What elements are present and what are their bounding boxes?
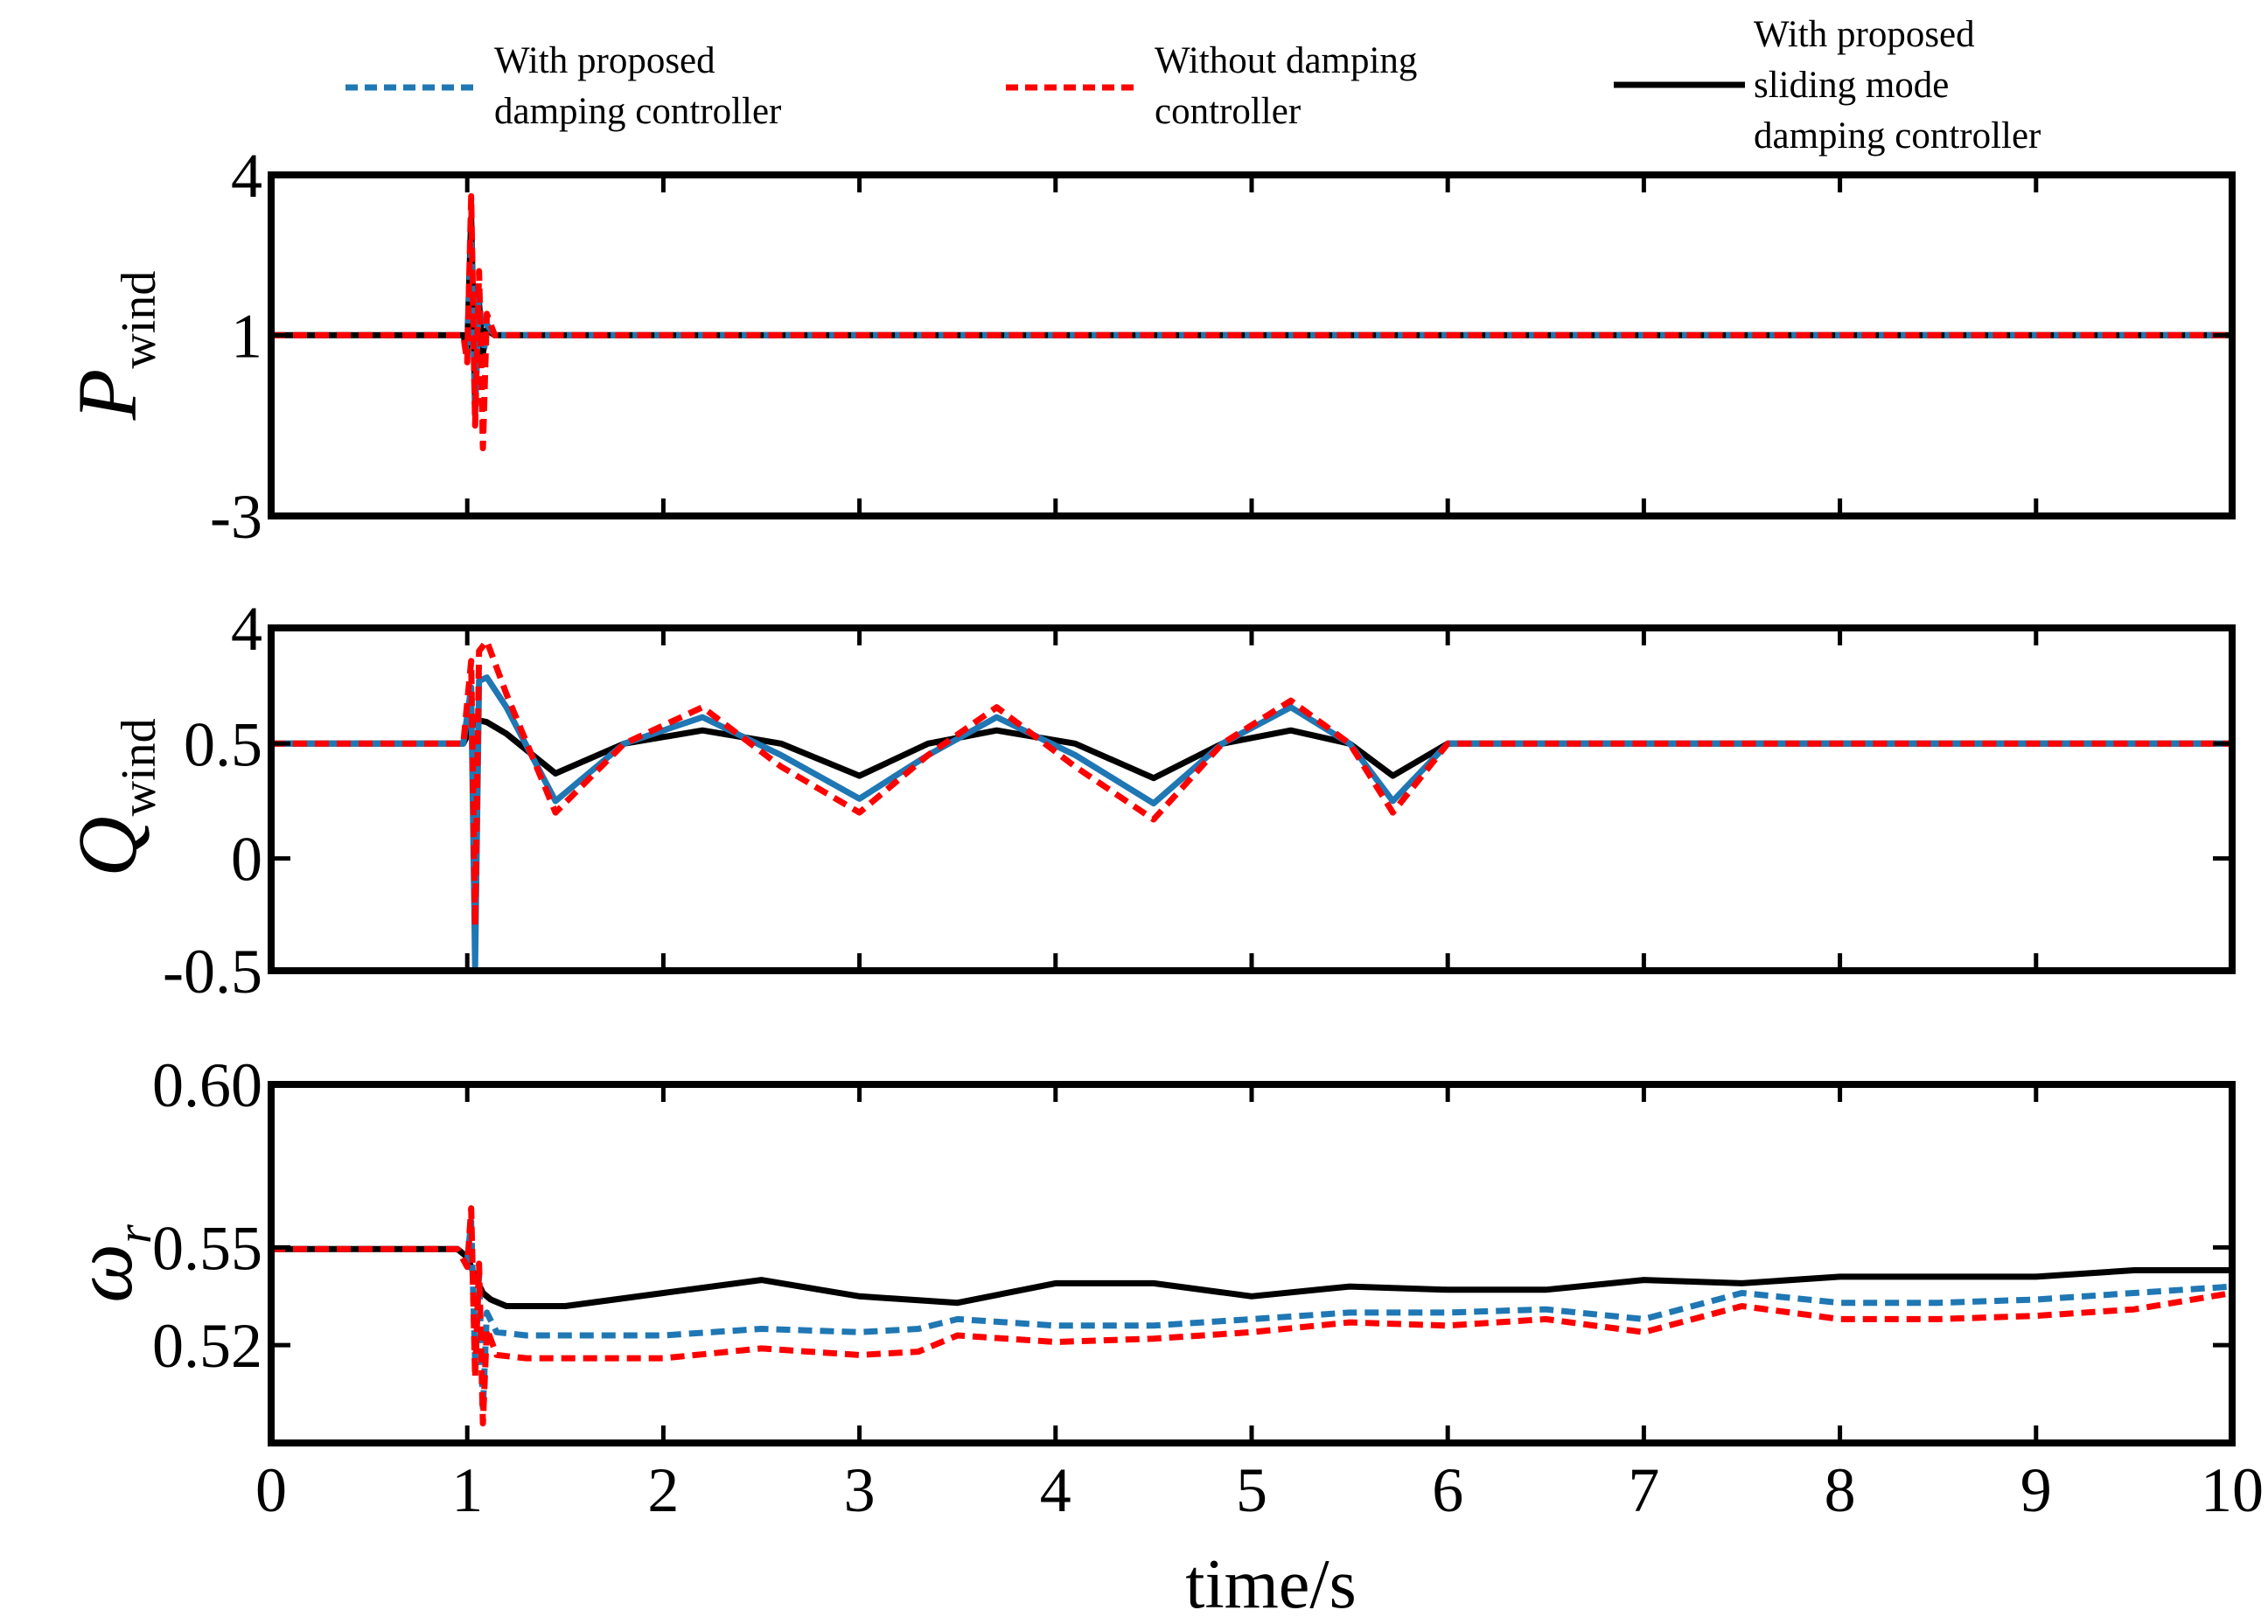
y-tick-label: 1 (231, 301, 262, 371)
x-tick-label: 0 (255, 1455, 287, 1525)
y-axis-label: Pwind (60, 271, 166, 422)
legend-label: With proposed (1754, 14, 1975, 55)
p-wind-panel: 4 1 -3 Pwind (60, 141, 2236, 552)
series-line-red (271, 192, 2232, 451)
x-tick-label: 10 (2201, 1455, 2264, 1525)
y-tick-label: -3 (210, 482, 262, 552)
series-line-red (271, 638, 2232, 930)
legend-label: damping controller (1754, 115, 2041, 157)
y-tick-label: 0.5 (184, 709, 262, 779)
y-tick-label: 0 (231, 825, 262, 895)
series-line-blue (271, 1218, 2232, 1414)
legend-entry: Without damping controller (1006, 40, 1417, 132)
legend-label: controller (1155, 91, 1301, 132)
series-line-red (271, 1205, 2232, 1427)
x-tick-label: 6 (1432, 1455, 1463, 1525)
y-tick-label: 0.55 (152, 1213, 262, 1283)
series-group (271, 1205, 2232, 1427)
y-axis-label-main: ω (56, 1244, 150, 1303)
legend-label: Without damping (1155, 40, 1417, 81)
series-group (271, 192, 2232, 451)
x-tick-label: 7 (1628, 1455, 1659, 1525)
y-tick-label: 4 (231, 594, 262, 664)
x-tick-label: 2 (647, 1455, 679, 1525)
y-tick-label: 0.52 (152, 1311, 262, 1381)
x-tick-label: 8 (1825, 1455, 1856, 1525)
series-line-black (271, 717, 2232, 782)
y-axis-label: ωr (56, 1224, 162, 1303)
x-axis-label: time/s (1185, 1546, 1357, 1623)
x-axis: 0 1 2 3 4 5 6 7 8 9 10 (255, 1455, 2264, 1525)
y-tick-label: 0.60 (152, 1050, 262, 1120)
x-tick-label: 4 (1040, 1455, 1071, 1525)
legend-label: With proposed (494, 40, 715, 81)
series-line-black (271, 1245, 2232, 1309)
y-axis-label: Qwind (60, 718, 166, 876)
x-tick-label: 1 (451, 1455, 483, 1525)
legend-label: sliding mode (1754, 65, 1949, 106)
legend-label: damping controller (494, 91, 781, 132)
q-wind-panel: 4 0.5 0 -0.5 Qwind (60, 594, 2236, 1007)
y-axis-label-main: P (60, 369, 154, 422)
y-tick-label: 4 (231, 141, 262, 211)
y-axis-label-main: Q (60, 816, 154, 876)
legend-entry: With proposed damping controller (345, 40, 781, 132)
y-axis-label-sub: wind (112, 271, 166, 369)
y-tick-label: -0.5 (163, 937, 262, 1007)
y-axis-label-sub: r (108, 1224, 162, 1244)
x-tick-label: 9 (2020, 1455, 2052, 1525)
y-axis-label-sub: wind (112, 718, 166, 816)
legend: With proposed damping controller Without d… (345, 14, 2041, 157)
legend-entry: With proposed sliding mode damping control… (1614, 14, 2041, 157)
series-group (271, 638, 2232, 970)
x-tick-label: 5 (1236, 1455, 1267, 1525)
x-tick-label: 3 (844, 1455, 876, 1525)
